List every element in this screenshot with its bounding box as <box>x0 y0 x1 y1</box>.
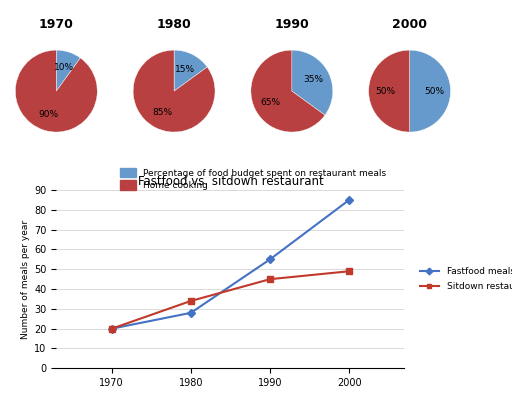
Wedge shape <box>410 50 451 132</box>
Fastfood meals <box>267 257 273 262</box>
Legend: Fastfood meals, Sitdown restaurant meals: Fastfood meals, Sitdown restaurant meals <box>416 264 512 295</box>
Wedge shape <box>56 50 80 91</box>
Line: Fastfood meals: Fastfood meals <box>109 197 352 331</box>
Text: 65%: 65% <box>260 98 280 107</box>
Text: 50%: 50% <box>424 87 444 95</box>
Wedge shape <box>174 50 207 91</box>
Text: 90%: 90% <box>39 110 59 119</box>
Text: 10%: 10% <box>54 63 74 72</box>
Wedge shape <box>292 50 333 115</box>
Text: 50%: 50% <box>375 87 395 95</box>
Text: 85%: 85% <box>153 109 173 118</box>
Text: 2000: 2000 <box>392 18 427 31</box>
Text: 35%: 35% <box>304 75 324 84</box>
Text: 1970: 1970 <box>39 18 74 31</box>
Sitdown restaurant meals <box>188 299 194 303</box>
Wedge shape <box>369 50 410 132</box>
Text: 15%: 15% <box>175 65 195 74</box>
Legend: Percentage of food budget spent on restaurant meals, Home cooking: Percentage of food budget spent on resta… <box>117 165 389 193</box>
Fastfood meals <box>188 310 194 315</box>
Wedge shape <box>251 50 325 132</box>
Fastfood meals <box>109 326 115 331</box>
Sitdown restaurant meals <box>109 326 115 331</box>
Text: 1980: 1980 <box>157 18 191 31</box>
Y-axis label: Number of meals per year: Number of meals per year <box>21 220 30 339</box>
Line: Sitdown restaurant meals: Sitdown restaurant meals <box>109 268 352 331</box>
Wedge shape <box>15 50 97 132</box>
Wedge shape <box>133 50 215 132</box>
Text: 1990: 1990 <box>274 18 309 31</box>
Sitdown restaurant meals <box>267 277 273 282</box>
Sitdown restaurant meals <box>346 269 352 274</box>
Title: Fastfood vs. sitdown restaurant: Fastfood vs. sitdown restaurant <box>138 175 323 188</box>
Fastfood meals <box>346 198 352 202</box>
